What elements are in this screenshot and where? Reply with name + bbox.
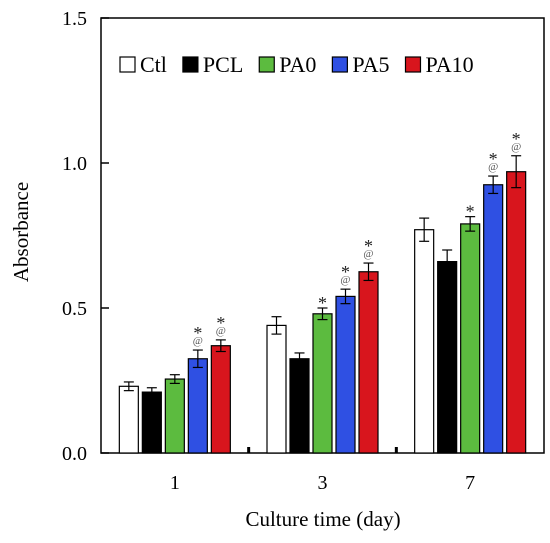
legend-item-pcl: PCL: [182, 52, 243, 77]
legend-item-pa0: PA0: [258, 52, 316, 77]
x-tick-label: 7: [465, 472, 475, 494]
at-mark: @: [511, 141, 521, 153]
error-bar: [271, 316, 282, 335]
at-mark: @: [363, 248, 373, 260]
star-mark: *: [193, 323, 202, 343]
y-axis: 0.0 0.5 1.0 1.5: [62, 8, 109, 465]
legend-swatch: [182, 56, 199, 73]
at-mark: @: [488, 161, 498, 173]
bar-ctl-day-7: [414, 229, 435, 454]
x-tick-label: 1: [170, 472, 180, 494]
legend-label: PA10: [425, 52, 473, 77]
legend: Ctl PCL PA0 PA5 PA10: [119, 52, 474, 77]
error-bar: [294, 352, 305, 366]
bar-pa0-day-7: [460, 223, 481, 454]
x-tick-label: 3: [318, 472, 328, 494]
x-axis-title: Culture time (day): [245, 507, 400, 531]
significance-annotations: @* @**@*@**@*@*: [193, 129, 521, 347]
bar-ctl-day-1: [118, 385, 139, 454]
y-tick-label: 1.5: [62, 8, 87, 30]
error-bar: [511, 155, 522, 189]
error-bar: [215, 339, 226, 353]
star-mark: *: [216, 313, 225, 333]
error-bar: [317, 307, 328, 321]
bars: [118, 155, 527, 454]
legend-swatch: [404, 56, 422, 73]
star-mark: *: [341, 262, 350, 282]
at-mark: @: [216, 325, 226, 337]
y-tick-label: 0.5: [62, 298, 87, 320]
star-mark: *: [364, 236, 373, 256]
star-mark: *: [512, 129, 521, 149]
x-axis: 1 3 7: [170, 447, 475, 494]
bar-pcl-day-1: [141, 391, 162, 454]
legend-swatch: [119, 56, 136, 73]
bar-pa0-day-1: [164, 378, 185, 454]
star-mark: *: [489, 149, 498, 169]
legend-label: PA5: [352, 52, 389, 77]
bar-pa0-day-3: [312, 313, 333, 454]
star-mark: *: [318, 293, 327, 313]
legend-label: PA0: [279, 52, 316, 77]
legend-item-pa5: PA5: [331, 52, 389, 77]
legend-item-ctl: Ctl: [119, 52, 167, 77]
error-bar: [488, 175, 499, 195]
legend-label: Ctl: [140, 52, 167, 77]
bar-pcl-day-3: [289, 358, 310, 454]
error-bar: [169, 374, 180, 384]
error-bar: [363, 262, 374, 282]
bar-pa5-day-7: [483, 184, 504, 454]
bar-pa10-day-3: [358, 271, 379, 454]
at-mark: @: [340, 274, 350, 286]
legend-swatch: [258, 56, 275, 73]
bar-pa10-day-7: [506, 171, 527, 454]
bar-pa5-day-3: [335, 295, 356, 454]
bar-ctl-day-3: [266, 324, 287, 454]
at-mark: @: [193, 335, 203, 347]
y-tick-label: 1.0: [62, 153, 87, 175]
bar-pa5-day-1: [187, 358, 208, 454]
bar-pa10-day-1: [210, 345, 231, 454]
y-axis-title: Absorbance: [9, 182, 33, 282]
error-bar: [442, 249, 453, 274]
legend-swatch: [331, 56, 348, 73]
error-bar: [146, 387, 157, 398]
error-bar: [192, 349, 203, 369]
legend-label: PCL: [203, 52, 243, 77]
error-bar: [340, 288, 351, 305]
error-bar: [465, 216, 476, 232]
y-tick-label: 0.0: [62, 443, 87, 465]
legend-item-pa10: PA10: [404, 52, 474, 77]
star-mark: *: [466, 202, 475, 222]
error-bar: [419, 217, 430, 242]
bar-pcl-day-7: [437, 261, 458, 454]
error-bar: [123, 381, 134, 392]
